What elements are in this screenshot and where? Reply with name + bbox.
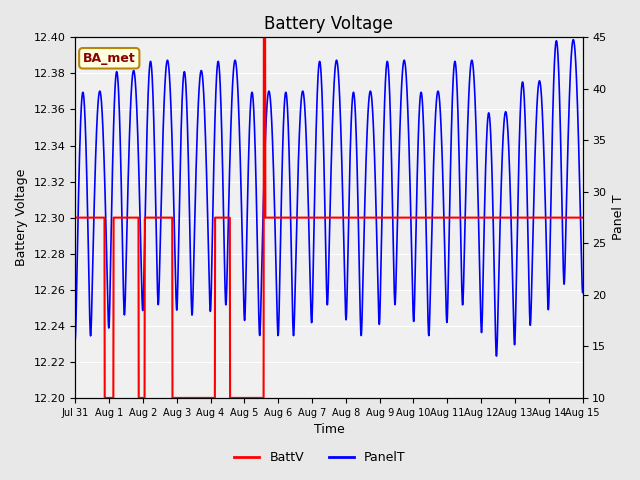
Text: BA_met: BA_met bbox=[83, 52, 136, 65]
X-axis label: Time: Time bbox=[314, 423, 344, 436]
Y-axis label: Panel T: Panel T bbox=[612, 195, 625, 240]
Legend: BattV, PanelT: BattV, PanelT bbox=[229, 446, 411, 469]
Y-axis label: Battery Voltage: Battery Voltage bbox=[15, 169, 28, 266]
Title: Battery Voltage: Battery Voltage bbox=[264, 15, 394, 33]
